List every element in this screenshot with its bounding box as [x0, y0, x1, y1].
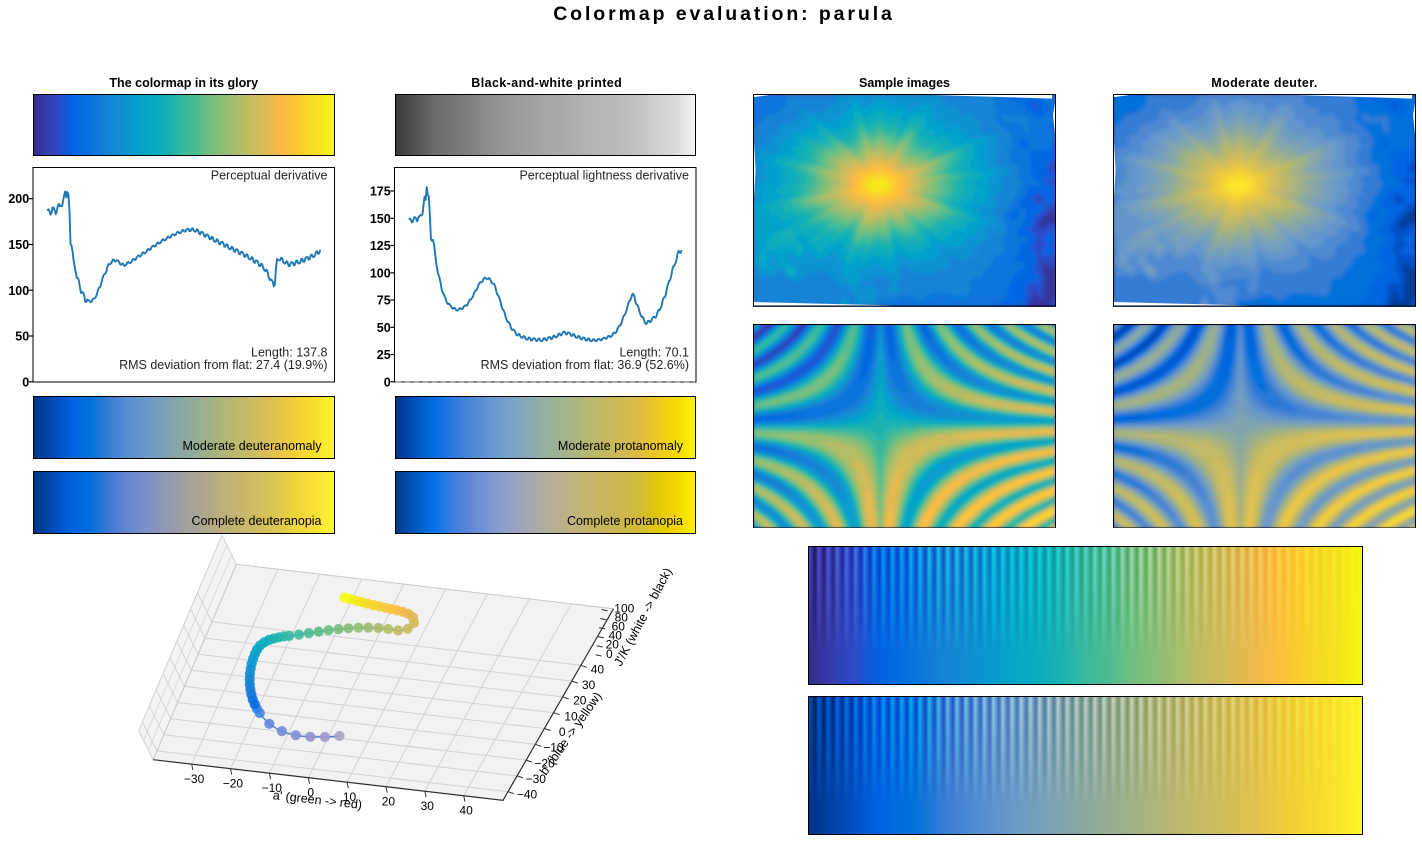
svg-text:0: 0	[559, 725, 566, 739]
svg-text:100: 100	[614, 601, 634, 615]
svg-text:50: 50	[377, 321, 391, 335]
svg-text:40: 40	[609, 629, 623, 643]
svg-text:40: 40	[591, 662, 605, 676]
svg-text:50: 50	[15, 330, 29, 344]
svg-text:10: 10	[343, 790, 357, 804]
svg-text:100: 100	[370, 266, 391, 280]
svg-text:20: 20	[606, 638, 620, 652]
svg-text:−20: −20	[534, 756, 555, 770]
svg-text:200: 200	[8, 192, 29, 206]
svg-text:25: 25	[377, 348, 391, 362]
svg-text:0: 0	[384, 375, 391, 389]
svg-text:0: 0	[307, 786, 314, 800]
svg-text:150: 150	[8, 238, 29, 252]
svg-text:0: 0	[606, 647, 613, 661]
svg-text:20: 20	[573, 694, 587, 708]
svg-text:Length: 137.8: Length: 137.8	[251, 346, 328, 360]
svg-text:100: 100	[8, 284, 29, 298]
svg-text:−40: −40	[517, 788, 538, 802]
svg-text:RMS deviation from flat: 27.4: RMS deviation from flat: 27.4 (19.9%)	[119, 358, 327, 372]
svg-text:10: 10	[564, 709, 578, 723]
svg-text:−30: −30	[526, 772, 547, 786]
svg-text:125: 125	[370, 239, 391, 253]
svg-text:175: 175	[370, 185, 391, 199]
svg-text:30: 30	[582, 678, 596, 692]
svg-text:−30: −30	[184, 772, 205, 786]
svg-text:RMS deviation from flat: 36.9: RMS deviation from flat: 36.9 (52.6%)	[481, 358, 689, 372]
svg-text:−20: −20	[223, 777, 244, 791]
svg-text:150: 150	[370, 212, 391, 226]
svg-text:Length: 70.1: Length: 70.1	[619, 346, 689, 360]
svg-text:60: 60	[612, 620, 626, 634]
svg-text:−10: −10	[262, 781, 283, 795]
svg-text:Perceptual derivative: Perceptual derivative	[211, 169, 328, 183]
svg-text:20: 20	[382, 795, 396, 809]
svg-text:30: 30	[421, 799, 435, 813]
svg-text:40: 40	[459, 804, 473, 818]
svg-text:−10: −10	[543, 741, 564, 755]
svg-text:80: 80	[615, 610, 629, 624]
svg-text:75: 75	[377, 294, 391, 308]
svg-text:Perceptual lightness derivativ: Perceptual lightness derivative	[519, 169, 689, 183]
svg-text:0: 0	[22, 375, 29, 389]
